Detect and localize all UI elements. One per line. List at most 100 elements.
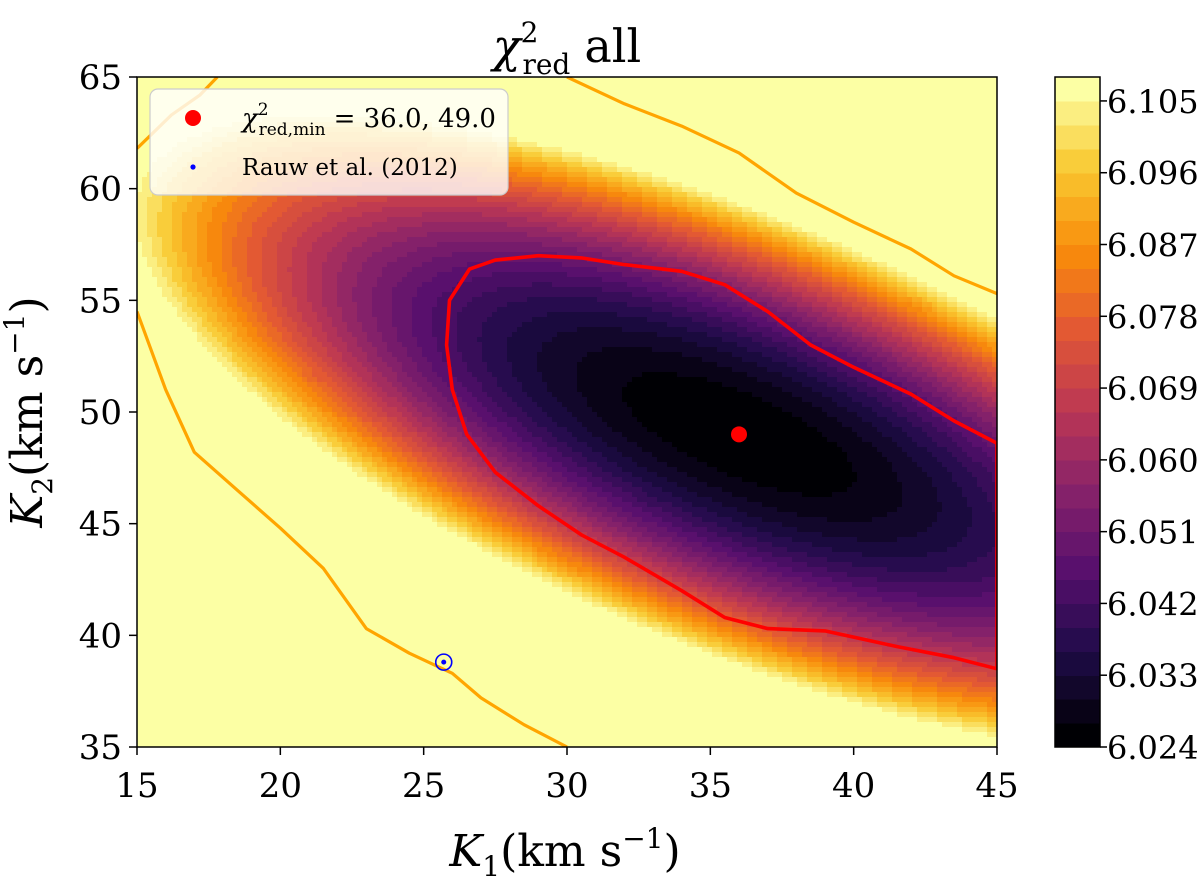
contour-cell: [682, 137, 688, 143]
contour-cell: [337, 77, 343, 83]
contour-cell: [342, 77, 348, 83]
contour-cell: [972, 142, 978, 148]
contour-cell: [687, 157, 693, 163]
contour-cell: [542, 137, 548, 143]
contour-cell: [902, 127, 908, 133]
contour-cell: [677, 167, 683, 173]
contour-cell: [532, 117, 538, 123]
contour-cell: [712, 117, 718, 123]
contour-cell: [802, 172, 808, 178]
contour-cell: [607, 167, 613, 173]
contour-cell: [777, 122, 783, 128]
contour-cell: [537, 82, 543, 88]
contour-cell: [532, 167, 538, 173]
contour-cell: [867, 102, 873, 108]
contour-cell: [747, 122, 753, 128]
contour-cell: [852, 92, 858, 98]
contour-cell: [897, 117, 903, 123]
contour-cell: [912, 157, 918, 163]
contour-cell: [897, 97, 903, 103]
contour-cell: [812, 167, 818, 173]
contour-cell: [712, 152, 718, 158]
contour-cell: [667, 82, 673, 88]
contour-cell: [937, 147, 943, 153]
contour-cell: [722, 157, 728, 163]
contour-cell: [662, 127, 668, 133]
contour-cell: [972, 102, 978, 108]
contour-cell: [722, 172, 728, 178]
contour-cell: [582, 162, 588, 168]
contour-cell: [827, 82, 833, 88]
contour-cell: [637, 122, 643, 128]
contour-cell: [547, 172, 553, 178]
contour-cell: [712, 82, 718, 88]
contour-cell: [912, 172, 918, 178]
contour-cell: [977, 127, 983, 133]
contour-cell: [927, 172, 933, 178]
contour-cell: [767, 177, 773, 183]
contour-cell: [637, 102, 643, 108]
contour-cell: [917, 92, 923, 98]
contour-cell: [577, 122, 583, 128]
contour-cell: [912, 97, 918, 103]
contour-cell: [942, 137, 948, 143]
contour-cell: [972, 112, 978, 118]
contour-cell: [542, 177, 548, 183]
contour-cell: [707, 117, 713, 123]
contour-cell: [517, 137, 523, 143]
contour-cell: [727, 152, 733, 158]
contour-cell: [767, 77, 773, 83]
contour-cell: [432, 77, 438, 83]
contour-cell: [682, 167, 688, 173]
contour-cell: [882, 107, 888, 113]
contour-cell: [142, 122, 148, 128]
contour-cell: [802, 167, 808, 173]
contour-cell: [797, 87, 803, 93]
contour-cell: [902, 87, 908, 93]
contour-cell: [602, 152, 608, 158]
contour-cell: [987, 137, 993, 143]
contour-cell: [897, 152, 903, 158]
contour-cell: [782, 147, 788, 153]
contour-cell: [742, 132, 748, 138]
contour-cell: [832, 137, 838, 143]
contour-cell: [627, 142, 633, 148]
contour-cell: [987, 157, 993, 163]
contour-cell: [642, 77, 648, 83]
contour-cell: [672, 92, 678, 98]
contour-cell: [972, 132, 978, 138]
contour-cell: [692, 152, 698, 158]
contour-cell: [667, 107, 673, 113]
contour-cell: [822, 137, 828, 143]
contour-cell: [792, 157, 798, 163]
contour-cell: [367, 82, 373, 88]
contour-cell: [657, 152, 663, 158]
contour-cell: [702, 157, 708, 163]
contour-cell: [402, 82, 408, 88]
contour-cell: [877, 177, 883, 183]
contour-cell: [712, 177, 718, 183]
contour-cell: [807, 102, 813, 108]
contour-cell: [182, 77, 188, 83]
contour-cell: [137, 82, 143, 88]
contour-cell: [557, 167, 563, 173]
contour-cell: [802, 127, 808, 133]
contour-cell: [492, 77, 498, 83]
contour-cell: [807, 112, 813, 118]
contour-cell: [437, 82, 443, 88]
contour-cell: [662, 97, 668, 103]
contour-cell: [657, 92, 663, 98]
contour-cell: [667, 137, 673, 143]
contour-cell: [677, 162, 683, 168]
contour-cell: [652, 122, 658, 128]
contour-cell: [592, 147, 598, 153]
contour-cell: [937, 152, 943, 158]
contour-cell: [622, 122, 628, 128]
contour-cell: [772, 87, 778, 93]
contour-cell: [757, 157, 763, 163]
contour-cell: [927, 97, 933, 103]
contour-cell: [542, 152, 548, 158]
contour-cell: [717, 117, 723, 123]
contour-cell: [532, 132, 538, 138]
contour-cell: [792, 117, 798, 123]
